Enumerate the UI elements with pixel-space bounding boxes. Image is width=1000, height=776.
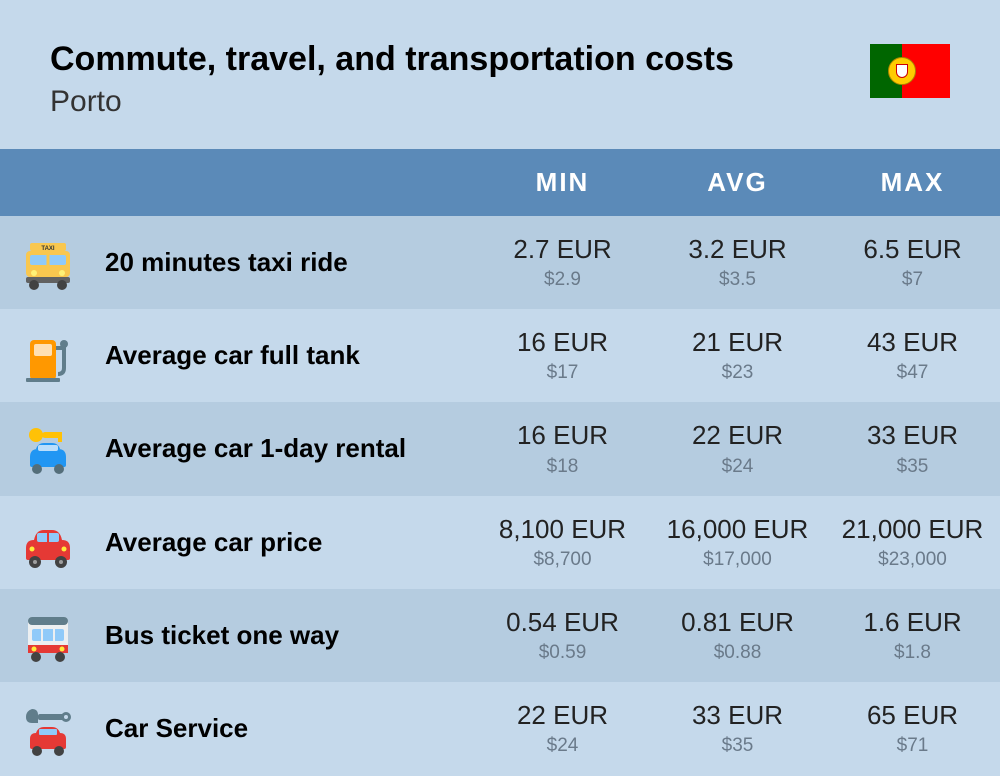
value-eur: 6.5 EUR: [835, 234, 990, 265]
value-usd: $17,000: [660, 549, 815, 571]
service-icon: [0, 682, 95, 775]
header-text-block: Commute, travel, and transportation cost…: [50, 40, 870, 119]
value-avg: 22 EUR $24: [650, 402, 825, 495]
value-avg: 3.2 EUR $3.5: [650, 216, 825, 309]
value-eur: 0.54 EUR: [485, 607, 640, 638]
header-min: MIN: [475, 149, 650, 216]
row-label: Average car 1-day rental: [95, 402, 475, 495]
value-max: 65 EUR $71: [825, 682, 1000, 775]
value-max: 21,000 EUR $23,000: [825, 496, 1000, 589]
value-eur: 33 EUR: [660, 700, 815, 731]
table-row: Average car full tank 16 EUR $17 21 EUR $23 4…: [0, 309, 1000, 402]
portugal-flag-icon: [870, 44, 950, 98]
header-max: MAX: [825, 149, 1000, 216]
table-row: Bus ticket one way 0.54 EUR $0.59 0.81 EUR $…: [0, 589, 1000, 682]
value-usd: $18: [485, 456, 640, 478]
value-eur: 21 EUR: [660, 327, 815, 358]
car-icon: [0, 496, 95, 589]
page-header: Commute, travel, and transportation cost…: [0, 0, 1000, 149]
value-avg: 0.81 EUR $0.88: [650, 589, 825, 682]
costs-table: MIN AVG MAX 20 minutes taxi ride 2.7 EUR $…: [0, 149, 1000, 775]
value-max: 6.5 EUR $7: [825, 216, 1000, 309]
value-eur: 43 EUR: [835, 327, 990, 358]
table-row: Average car 1-day rental 16 EUR $18 22 EUR $…: [0, 402, 1000, 495]
taxi-icon: [0, 216, 95, 309]
page-title: Commute, travel, and transportation cost…: [50, 40, 870, 79]
bus-icon: [0, 589, 95, 682]
value-eur: 33 EUR: [835, 420, 990, 451]
value-usd: $1.8: [835, 642, 990, 664]
value-min: 2.7 EUR $2.9: [475, 216, 650, 309]
value-usd: $24: [660, 456, 815, 478]
value-usd: $17: [485, 362, 640, 384]
value-eur: 16,000 EUR: [660, 514, 815, 545]
header-icon-col: [0, 149, 95, 216]
value-min: 16 EUR $17: [475, 309, 650, 402]
value-usd: $2.9: [485, 269, 640, 291]
value-min: 0.54 EUR $0.59: [475, 589, 650, 682]
row-label: Average car full tank: [95, 309, 475, 402]
table-row: Average car price 8,100 EUR $8,700 16,000 E…: [0, 496, 1000, 589]
value-usd: $3.5: [660, 269, 815, 291]
header-label-col: [95, 149, 475, 216]
value-usd: $7: [835, 269, 990, 291]
page-subtitle: Porto: [50, 85, 870, 119]
value-max: 33 EUR $35: [825, 402, 1000, 495]
value-avg: 16,000 EUR $17,000: [650, 496, 825, 589]
value-min: 8,100 EUR $8,700: [475, 496, 650, 589]
value-eur: 16 EUR: [485, 327, 640, 358]
value-usd: $8,700: [485, 549, 640, 571]
row-label: 20 minutes taxi ride: [95, 216, 475, 309]
value-usd: $24: [485, 735, 640, 757]
value-eur: 22 EUR: [485, 700, 640, 731]
table-header-row: MIN AVG MAX: [0, 149, 1000, 216]
value-eur: 2.7 EUR: [485, 234, 640, 265]
value-max: 43 EUR $47: [825, 309, 1000, 402]
value-usd: $47: [835, 362, 990, 384]
row-label: Bus ticket one way: [95, 589, 475, 682]
row-label: Average car price: [95, 496, 475, 589]
value-eur: 65 EUR: [835, 700, 990, 731]
table-row: Car Service 22 EUR $24 33 EUR $35 65 EUR $71: [0, 682, 1000, 775]
table-row: 20 minutes taxi ride 2.7 EUR $2.9 3.2 EUR $3…: [0, 216, 1000, 309]
value-eur: 0.81 EUR: [660, 607, 815, 638]
value-eur: 8,100 EUR: [485, 514, 640, 545]
value-max: 1.6 EUR $1.8: [825, 589, 1000, 682]
value-usd: $23: [660, 362, 815, 384]
fuel-icon: [0, 309, 95, 402]
value-min: 22 EUR $24: [475, 682, 650, 775]
value-eur: 3.2 EUR: [660, 234, 815, 265]
header-avg: AVG: [650, 149, 825, 216]
value-usd: $0.59: [485, 642, 640, 664]
value-avg: 33 EUR $35: [650, 682, 825, 775]
value-eur: 16 EUR: [485, 420, 640, 451]
value-usd: $0.88: [660, 642, 815, 664]
rental-icon: [0, 402, 95, 495]
value-eur: 21,000 EUR: [835, 514, 990, 545]
row-label: Car Service: [95, 682, 475, 775]
value-eur: 1.6 EUR: [835, 607, 990, 638]
value-eur: 22 EUR: [660, 420, 815, 451]
value-usd: $35: [660, 735, 815, 757]
value-avg: 21 EUR $23: [650, 309, 825, 402]
value-min: 16 EUR $18: [475, 402, 650, 495]
value-usd: $35: [835, 456, 990, 478]
value-usd: $23,000: [835, 549, 990, 571]
value-usd: $71: [835, 735, 990, 757]
